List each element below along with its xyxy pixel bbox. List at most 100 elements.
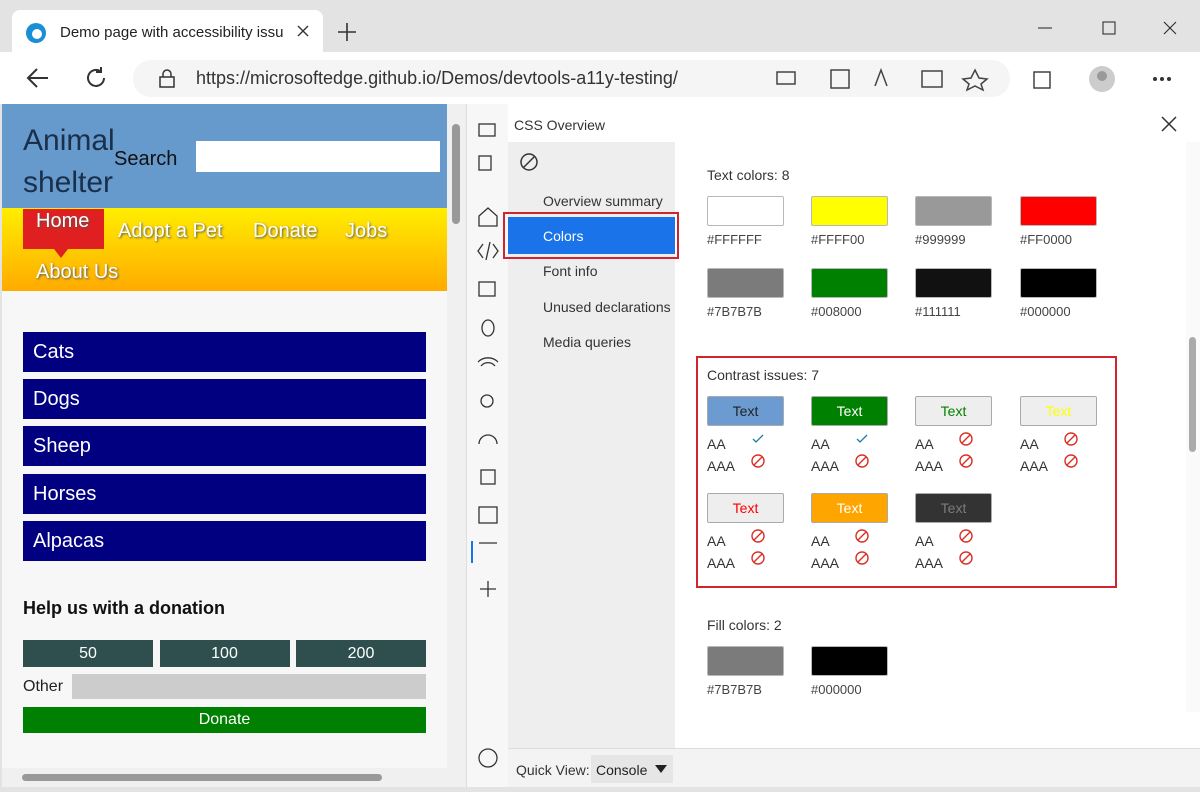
close-panel[interactable] (1161, 116, 1177, 132)
contrast-sample[interactable]: Text (1020, 396, 1097, 426)
refresh[interactable] (84, 66, 108, 90)
color-swatch[interactable] (915, 196, 992, 226)
sidebar-item[interactable]: Unused declarations (543, 298, 671, 315)
fail-icon (855, 454, 869, 468)
color-swatch[interactable] (707, 268, 784, 298)
quick-view-value: Console (596, 762, 648, 778)
level-label: AAA (707, 458, 736, 474)
section-title: Text colors: 8 (707, 167, 790, 183)
content-scrollbar[interactable] (1186, 142, 1200, 712)
search-input[interactable] (196, 141, 440, 172)
color-swatch[interactable] (811, 268, 888, 298)
content: Text colors: 8 #FFFFFF #FFFF00 #999999 #FF00… (675, 142, 1200, 712)
fail-icon (855, 551, 869, 565)
lock (159, 69, 175, 88)
level-label: AA (811, 436, 830, 452)
address-bar[interactable] (133, 60, 1010, 97)
contrast-sample[interactable]: Text (707, 493, 784, 523)
other-input[interactable] (72, 674, 426, 699)
pass-icon (856, 434, 868, 443)
fail-icon (751, 454, 765, 468)
color-swatch[interactable] (915, 268, 992, 298)
fail-icon (959, 432, 973, 446)
animal-link[interactable]: Alpacas (23, 520, 426, 561)
tab-title: Demo page with accessibility issu (60, 24, 284, 41)
nav-link[interactable]: Home (36, 210, 90, 232)
fail-icon (1064, 454, 1078, 468)
level-label: AAA (915, 555, 944, 571)
fail-icon (959, 454, 973, 468)
color-hex: #999999 (915, 232, 966, 247)
other-label: Other (23, 678, 64, 695)
selected-item (508, 217, 675, 254)
fail-icon (855, 529, 869, 543)
tab[interactable] (12, 10, 323, 52)
nav-pointer (54, 249, 68, 258)
sidebar-item[interactable]: Overview summary (543, 193, 663, 209)
quick-view-label: Quick View: (516, 762, 590, 778)
close-tab[interactable] (296, 24, 310, 38)
fail-icon (959, 551, 973, 565)
back[interactable] (26, 66, 50, 90)
color-hex: #008000 (811, 304, 862, 319)
level-label: AA (707, 533, 726, 549)
level-label: AA (915, 436, 934, 452)
h-scrollbar[interactable] (2, 768, 466, 787)
level-label: AAA (915, 458, 944, 474)
panel-title: CSS Overview (514, 117, 606, 133)
new-tab[interactable] (337, 22, 357, 42)
color-swatch[interactable] (811, 646, 888, 676)
contrast-sample[interactable]: Text (915, 396, 992, 426)
edge-icon (26, 23, 46, 43)
contrast-sample[interactable]: Text (811, 493, 888, 523)
animal-link[interactable]: Horses (23, 473, 426, 514)
nav-link[interactable]: Donate (253, 220, 318, 242)
nav-link[interactable]: About Us (36, 261, 119, 283)
level-label: AA (707, 436, 726, 452)
animal-link[interactable]: Cats (23, 332, 426, 372)
color-swatch[interactable] (707, 196, 784, 226)
sidebar-item[interactable]: Colors (543, 228, 584, 245)
sidebar-item[interactable]: Font info (543, 263, 598, 280)
clear[interactable] (519, 152, 539, 172)
contrast-sample[interactable]: Text (811, 396, 888, 426)
fail-icon (1064, 432, 1078, 446)
url: https://microsoftedge.github.io/Demos/de… (196, 68, 678, 88)
contrast-sample[interactable]: Text (915, 493, 992, 523)
animal-link[interactable]: Sheep (23, 426, 426, 467)
tool-icons[interactable] (467, 104, 509, 787)
color-hex: #FFFF00 (811, 232, 865, 247)
fail-icon (751, 551, 765, 565)
web-page: Animal shelter Search Home Adopt a Pet Don… (2, 104, 447, 768)
color-swatch[interactable] (1020, 268, 1097, 298)
highlight-box (696, 356, 1117, 588)
color-swatch[interactable] (811, 196, 888, 226)
color-hex: #7B7B7B (707, 304, 762, 319)
window-controls[interactable] (1030, 18, 1190, 38)
amount-button[interactable]: 200 (296, 640, 426, 667)
donate-button[interactable]: Donate (23, 707, 426, 733)
level-label: AA (1020, 436, 1039, 452)
activity-bar (466, 104, 508, 787)
sidebar-item[interactable]: Media queries (543, 333, 631, 350)
color-hex: #111111 (915, 304, 961, 319)
scrollbar[interactable] (447, 104, 466, 768)
amount-button[interactable]: 100 (159, 640, 290, 667)
site-title: Animal shelter (23, 124, 115, 199)
section-title: Contrast issues: 7 (707, 367, 820, 383)
level-label: AAA (811, 458, 840, 474)
nav-link[interactable]: Jobs (345, 220, 388, 242)
color-swatch[interactable] (707, 646, 784, 676)
animal-link[interactable]: Dogs (23, 379, 426, 420)
level-label: AA (915, 533, 934, 549)
address-icons[interactable] (775, 66, 995, 92)
search-label: Search (114, 148, 178, 170)
fail-icon (959, 529, 973, 543)
nav-link[interactable]: Adopt a Pet (118, 220, 223, 242)
browser-menu[interactable] (1030, 66, 1180, 92)
color-swatch[interactable] (1020, 196, 1097, 226)
contrast-sample[interactable]: Text (707, 396, 784, 426)
amount-button[interactable]: 50 (23, 640, 153, 667)
color-hex: #FF0000 (1020, 232, 1073, 247)
